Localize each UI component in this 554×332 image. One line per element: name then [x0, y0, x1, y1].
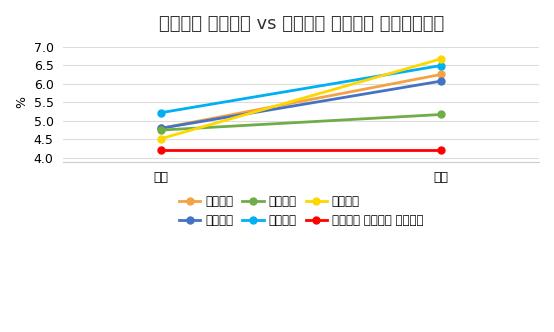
농협은행: [438, 57, 444, 61]
하나은행: [438, 113, 444, 117]
하나은행: [158, 128, 165, 132]
Line: 우리은행: 우리은행: [158, 62, 444, 116]
국민은행: [158, 126, 165, 130]
Line: 신한은행: 신한은행: [158, 78, 444, 132]
국민은행: [438, 72, 444, 76]
Y-axis label: %: %: [15, 96, 28, 108]
Line: 광주농협 둔촌주공 잔금대출: 광주농협 둔촌주공 잔금대출: [158, 147, 444, 154]
우리은행: [438, 63, 444, 67]
우리은행: [158, 111, 165, 115]
신한은행: [438, 79, 444, 83]
Legend: 국민은행, 신한은행, 하나은행, 우리은행, 농협은행, 광주농협 둔촌주공 잔금대출: 국민은행, 신한은행, 하나은행, 우리은행, 농협은행, 광주농협 둔촌주공 …: [173, 189, 429, 233]
신한은행: [158, 126, 165, 130]
Line: 하나은행: 하나은행: [158, 111, 444, 133]
Title: 시중은행 변동금리 vs 광주농협 둔촌주공 잔금대출금리: 시중은행 변동금리 vs 광주농협 둔촌주공 잔금대출금리: [158, 15, 444, 33]
광주농협 둔촌주공 잔금대출: [158, 148, 165, 152]
농협은행: [158, 137, 165, 141]
광주농협 둔촌주공 잔금대출: [438, 148, 444, 152]
Line: 농협은행: 농협은행: [158, 55, 444, 142]
Line: 국민은행: 국민은행: [158, 71, 444, 132]
